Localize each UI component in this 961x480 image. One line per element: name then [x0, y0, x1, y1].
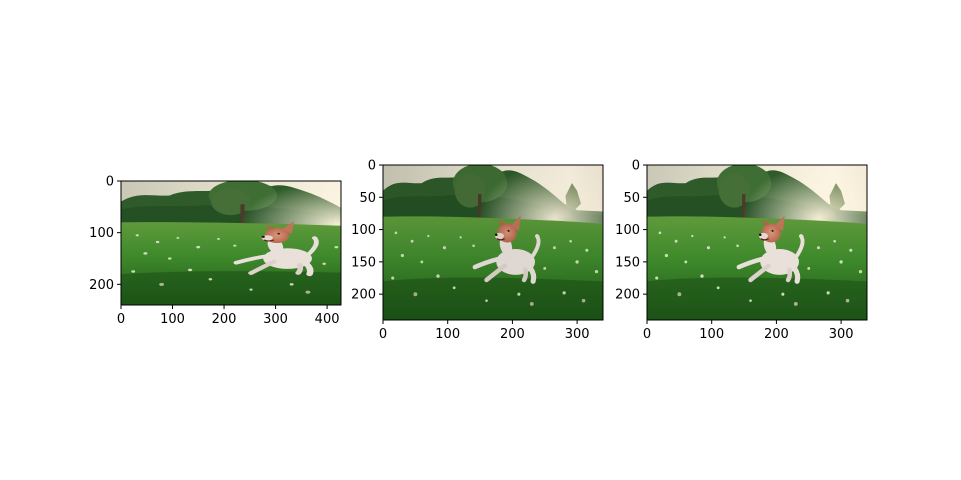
x-tick-label: 300 — [565, 327, 590, 342]
x-tick-label: 200 — [212, 312, 237, 327]
y-tick-label: 0 — [632, 159, 640, 174]
x-tick-label: 0 — [379, 327, 387, 342]
axes-frame — [120, 180, 342, 306]
axes-frame — [382, 164, 604, 321]
x-tick-label: 300 — [263, 312, 288, 327]
y-tick-label: 100 — [615, 223, 640, 238]
y-tick-label: 0 — [106, 175, 114, 190]
subplot-2: 0 100 200 300 0 50 100 150 200 — [351, 159, 604, 342]
y-tick-label: 50 — [359, 191, 376, 206]
x-tick-label: 100 — [160, 312, 185, 327]
x-tick-label: 100 — [699, 327, 724, 342]
x-tick-label: 0 — [643, 327, 651, 342]
x-ticks: 0 100 200 300 — [643, 320, 854, 342]
y-tick-label: 200 — [615, 288, 640, 303]
axes-frame — [646, 164, 868, 321]
x-tick-label: 200 — [764, 327, 789, 342]
y-tick-label: 150 — [351, 255, 376, 270]
y-tick-label: 200 — [89, 278, 114, 293]
y-tick-label: 100 — [351, 223, 376, 238]
y-tick-label: 200 — [351, 288, 376, 303]
x-tick-label: 0 — [117, 312, 125, 327]
x-tick-label: 200 — [500, 327, 525, 342]
x-ticks: 0 100 200 300 — [379, 320, 590, 342]
x-tick-label: 100 — [435, 327, 460, 342]
y-ticks: 0 50 100 150 200 — [351, 159, 383, 303]
y-ticks: 0 100 200 — [89, 175, 121, 293]
x-tick-label: 400 — [315, 312, 340, 327]
y-tick-label: 0 — [368, 159, 376, 174]
y-tick-label: 50 — [623, 191, 640, 206]
y-tick-label: 150 — [615, 255, 640, 270]
subplot-1: 0 100 200 300 400 0 100 200 — [89, 175, 397, 327]
image-dog-running-on-grass-cropped — [383, 165, 603, 320]
x-tick-label: 300 — [829, 327, 854, 342]
image-dog-running-on-grass-cropped — [647, 164, 867, 320]
y-ticks: 0 50 100 150 200 — [615, 159, 647, 303]
subplot-3: 0 100 200 300 0 50 100 150 200 — [615, 159, 868, 342]
image-dog-running-on-grass — [121, 180, 397, 305]
x-ticks: 0 100 200 300 400 — [117, 305, 340, 327]
y-tick-label: 100 — [89, 226, 114, 241]
